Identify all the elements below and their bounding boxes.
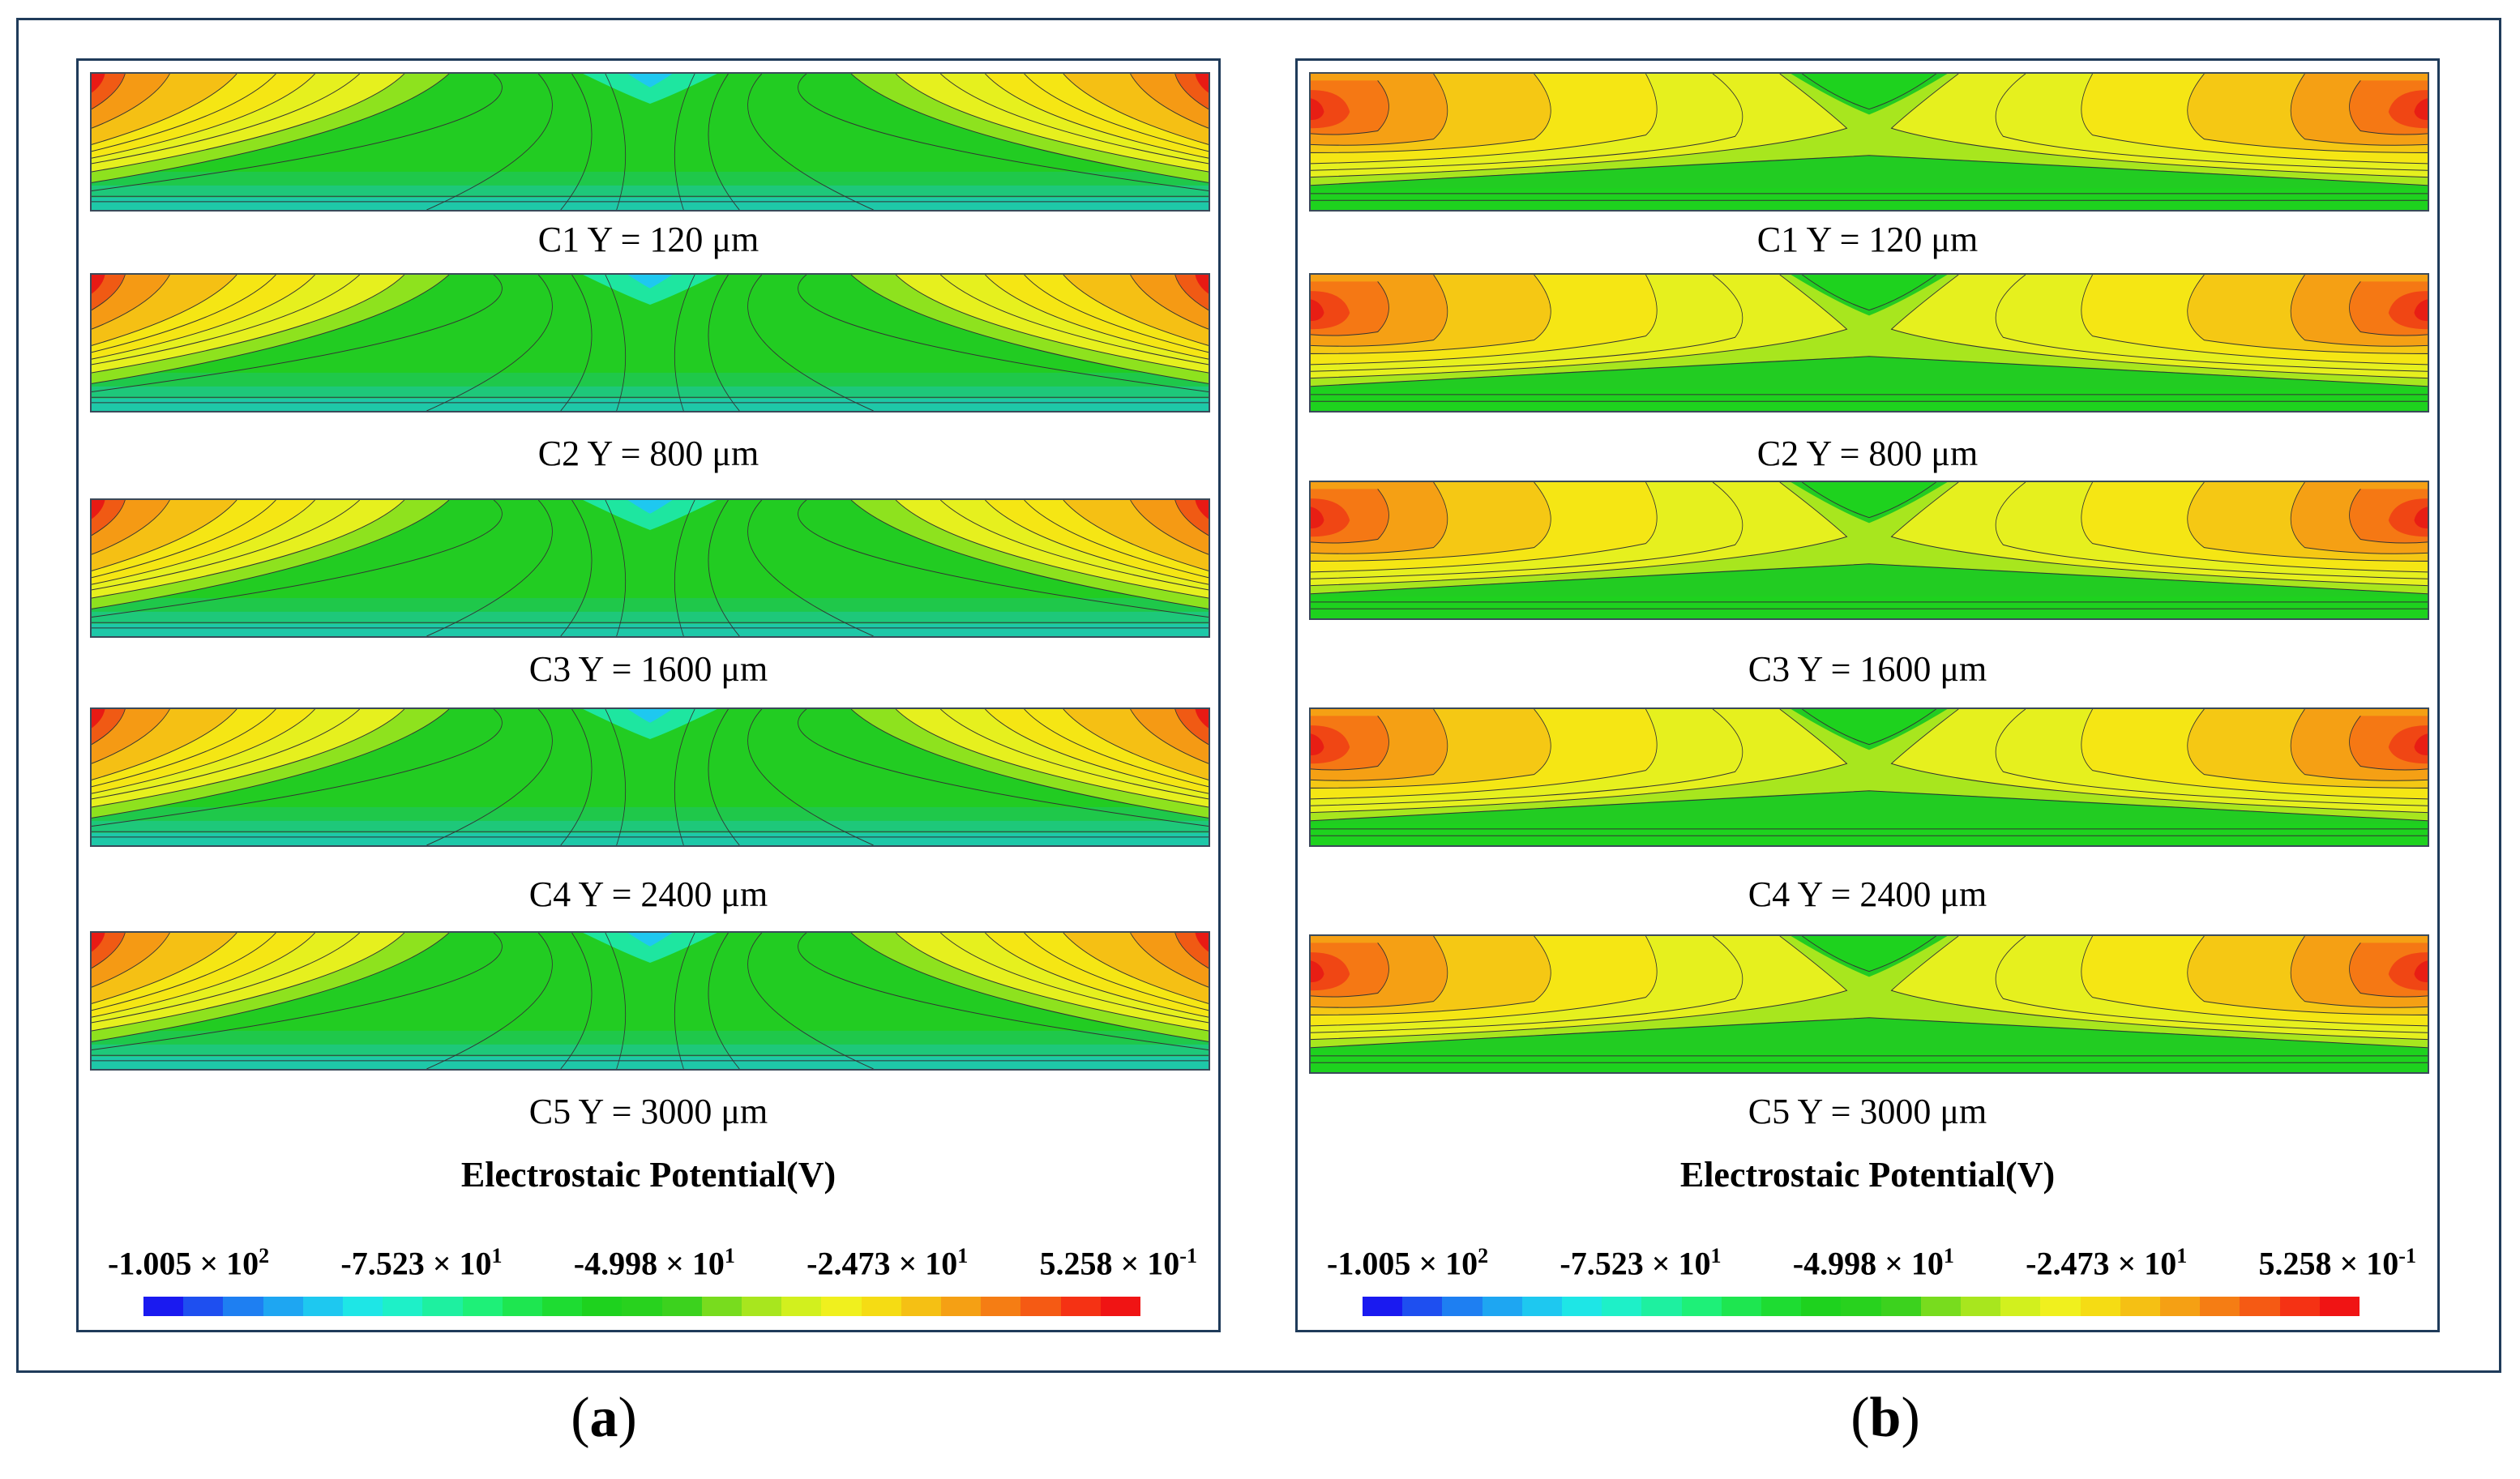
colorbar-segment	[1602, 1297, 1642, 1316]
colorbar-segment	[1100, 1297, 1141, 1316]
contour-plot-b-c1	[1309, 72, 2429, 212]
contour-plot-b-c5	[1309, 934, 2429, 1074]
colorbar-segment	[861, 1297, 901, 1316]
colorbar-segment	[2120, 1297, 2161, 1316]
colorbar-segment	[941, 1297, 982, 1316]
colorbar-segment	[422, 1297, 463, 1316]
colorbar-segment	[821, 1297, 862, 1316]
colorbar-segment	[1402, 1297, 1443, 1316]
colorbar-segment	[2000, 1297, 2041, 1316]
colorbar-segment	[1641, 1297, 1682, 1316]
colorbar-tick-label: 5.258 × 10-1	[2258, 1244, 2416, 1282]
colorbar-segment	[1521, 1297, 1563, 1316]
panel-b: C1 Y = 120 μm C2 Y = 800 μm C3 Y = 1600 …	[1295, 58, 2440, 1332]
colorbar-segment	[901, 1297, 942, 1316]
colorbar-a	[143, 1297, 1141, 1316]
contour-plot-a-c1	[90, 72, 1210, 212]
contour-plot-b-c3	[1309, 481, 2429, 620]
colorbar-segment	[1363, 1297, 1403, 1316]
colorbar-title-a: Electrostaic Potential(V)	[460, 1155, 836, 1195]
caption-b-c5: C5 Y = 3000 μm	[1748, 1092, 1987, 1131]
contour-plot-a-c4	[90, 707, 1210, 847]
colorbar-labels-b: -1.005 × 102 -7.523 × 101 -4.998 × 101 -2.4…	[1327, 1244, 2416, 1282]
colorbar-labels-a: -1.005 × 102 -7.523 × 101 -4.998 × 101 -2.4…	[108, 1244, 1197, 1282]
colorbar-tick-label: -4.998 × 101	[1792, 1244, 1954, 1282]
colorbar-title-b: Electrostaic Potential(V)	[1679, 1155, 2056, 1195]
colorbar-b	[1363, 1297, 2360, 1316]
colorbar-segment	[742, 1297, 782, 1316]
colorbar-tick-label: 5.258 × 10-1	[1039, 1244, 1197, 1282]
contour-plot-b-c4	[1309, 707, 2429, 847]
colorbar-segment	[2240, 1297, 2280, 1316]
colorbar-segment	[1920, 1297, 1962, 1316]
contour-plot-a-c5	[90, 931, 1210, 1071]
colorbar-tick-label: -1.005 × 102	[1327, 1244, 1489, 1282]
colorbar-segment	[183, 1297, 224, 1316]
colorbar-segment	[1482, 1297, 1522, 1316]
colorbar-segment	[542, 1297, 583, 1316]
colorbar-tick-label: -2.473 × 101	[806, 1244, 969, 1282]
colorbar-segment	[2040, 1297, 2081, 1316]
colorbar-segment	[2279, 1297, 2320, 1316]
colorbar-segment	[462, 1297, 503, 1316]
colorbar-segment	[1721, 1297, 1762, 1316]
colorbar-segment	[1880, 1297, 1921, 1316]
contour-plot-a-c2	[90, 273, 1210, 412]
panel-a: C1 Y = 120 μm C2 Y = 800 μm C3 Y = 1600 …	[76, 58, 1221, 1332]
colorbar-segment	[2160, 1297, 2201, 1316]
colorbar-segment	[2319, 1297, 2360, 1316]
caption-a-c2: C2 Y = 800 μm	[537, 434, 759, 473]
caption-a-c4: C4 Y = 2400 μm	[528, 874, 768, 914]
colorbar-segment	[1562, 1297, 1602, 1316]
colorbar-segment	[1761, 1297, 1802, 1316]
colorbar-segment	[383, 1297, 423, 1316]
colorbar-segment	[263, 1297, 303, 1316]
colorbar-tick-label: -4.998 × 101	[573, 1244, 735, 1282]
colorbar-segment	[1961, 1297, 2001, 1316]
colorbar-segment	[343, 1297, 383, 1316]
colorbar-segment	[2200, 1297, 2240, 1316]
colorbar-segment	[661, 1297, 702, 1316]
caption-b-c2: C2 Y = 800 μm	[1756, 434, 1979, 473]
colorbar-segment	[2080, 1297, 2120, 1316]
subfigure-label-b: (b)	[1850, 1387, 1920, 1449]
colorbar-segment	[1020, 1297, 1061, 1316]
figure-frame	[16, 18, 2501, 1373]
colorbar-tick-label: -7.523 × 101	[1559, 1244, 1722, 1282]
colorbar-segment	[1841, 1297, 1881, 1316]
colorbar-segment	[1801, 1297, 1842, 1316]
contour-plot-b-c2	[1309, 273, 2429, 412]
colorbar-segment	[302, 1297, 344, 1316]
colorbar-segment	[143, 1297, 184, 1316]
colorbar-tick-label: -1.005 × 102	[108, 1244, 270, 1282]
colorbar-segment	[223, 1297, 263, 1316]
colorbar-tick-label: -7.523 × 101	[340, 1244, 503, 1282]
colorbar-segment	[981, 1297, 1021, 1316]
caption-a-c1: C1 Y = 120 μm	[537, 220, 759, 259]
colorbar-segment	[582, 1297, 623, 1316]
colorbar-segment	[1442, 1297, 1482, 1316]
caption-a-c3: C3 Y = 1600 μm	[528, 649, 768, 689]
caption-a-c5: C5 Y = 3000 μm	[528, 1092, 768, 1131]
colorbar-segment	[701, 1297, 742, 1316]
caption-b-c4: C4 Y = 2400 μm	[1748, 874, 1987, 914]
contour-plot-a-c3	[90, 498, 1210, 638]
colorbar-segment	[781, 1297, 822, 1316]
caption-b-c1: C1 Y = 120 μm	[1756, 220, 1979, 259]
caption-b-c3: C3 Y = 1600 μm	[1748, 649, 1987, 689]
subfigure-label-a: (a)	[571, 1387, 637, 1449]
colorbar-segment	[1060, 1297, 1101, 1316]
colorbar-tick-label: -2.473 × 101	[2026, 1244, 2188, 1282]
colorbar-segment	[1681, 1297, 1722, 1316]
colorbar-segment	[502, 1297, 543, 1316]
colorbar-segment	[622, 1297, 662, 1316]
